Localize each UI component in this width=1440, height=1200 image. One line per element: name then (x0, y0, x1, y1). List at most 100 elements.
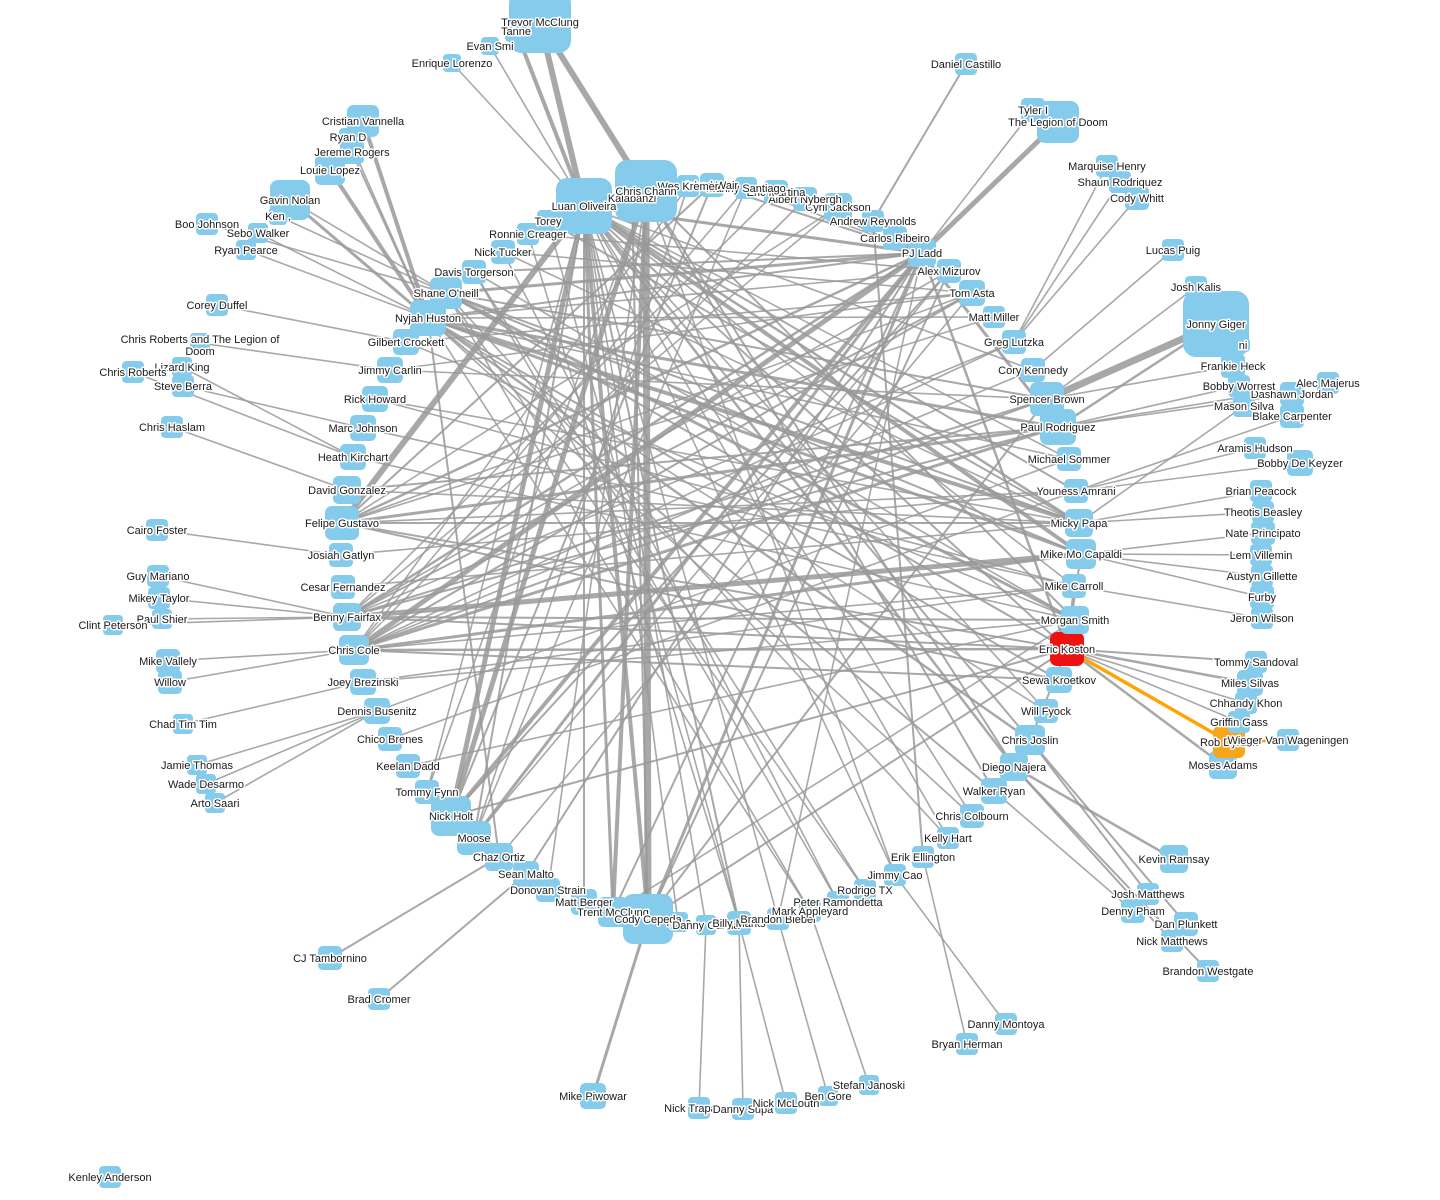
node-miles-silvas[interactable] (1237, 670, 1263, 696)
node-josiah-gatlyn[interactable] (329, 543, 353, 567)
node-wes-kremer[interactable] (677, 175, 699, 197)
node-mike-carroll[interactable] (1062, 574, 1086, 598)
node-bobby-worrest[interactable] (1228, 375, 1250, 397)
node-guy-mariano[interactable] (147, 565, 169, 587)
node-louie-lopez[interactable] (315, 155, 345, 185)
node-matt-miller[interactable] (983, 306, 1005, 328)
node-jimmy-cao[interactable] (884, 864, 906, 886)
node-ishod-wair[interactable] (700, 173, 724, 197)
node-rodrigo-tx[interactable] (854, 879, 876, 901)
node-felipe-gustavo[interactable] (325, 506, 359, 540)
node-lem-villemin[interactable] (1250, 544, 1272, 566)
node-mason-silva[interactable] (1233, 395, 1255, 417)
node-danny-montoya[interactable] (995, 1013, 1017, 1035)
node-manny-santiago[interactable] (735, 177, 757, 199)
node-cody-cepeda[interactable] (623, 894, 673, 944)
node-steve-berra[interactable] (172, 375, 194, 397)
node-paul-rodriguez[interactable] (1040, 409, 1076, 445)
node-ryan-pearce[interactable] (236, 240, 256, 260)
node-austyn-gillette[interactable] (1251, 565, 1273, 587)
node-davis-torgerson[interactable] (462, 260, 486, 284)
node-peter-ramondetta[interactable] (827, 891, 849, 913)
node-daniel-castillo[interactable] (955, 53, 977, 75)
node-walker-ryan[interactable] (981, 778, 1007, 804)
node-boo-johnson[interactable] (196, 213, 218, 235)
node-cj-tambornino[interactable] (318, 946, 342, 970)
node-wieger[interactable] (1277, 729, 1299, 751)
node-dennis-busenitz[interactable] (364, 698, 390, 724)
node-chris-chann[interactable] (615, 160, 677, 222)
node-matt-berger[interactable] (571, 889, 597, 915)
node-brad-cromer[interactable] (368, 988, 390, 1010)
node-torey[interactable] (537, 210, 559, 232)
node-josh-matthews[interactable] (1137, 883, 1159, 905)
node-theotis-beasley[interactable] (1252, 501, 1274, 523)
node-andrew-reynolds[interactable] (862, 210, 884, 232)
node-albert-nybergh[interactable] (793, 187, 817, 211)
node-tom-asta[interactable] (959, 280, 985, 306)
node-rob-dyrdek[interactable] (1213, 726, 1245, 758)
node-frankie-heck[interactable] (1221, 354, 1245, 378)
node-billy-marks[interactable] (727, 911, 751, 935)
node-cesar-fernandez[interactable] (331, 575, 355, 599)
node-willow[interactable] (158, 670, 182, 694)
node-brian-peacock[interactable] (1250, 480, 1272, 502)
node-furby[interactable] (1250, 585, 1274, 609)
node-chris-haslam[interactable] (161, 416, 183, 438)
node-spencer-brown[interactable] (1030, 382, 1064, 416)
node-chris-roberts-legion[interactable] (190, 333, 210, 353)
node-chhandy-khon[interactable] (1235, 692, 1257, 714)
node-diego-najera[interactable] (1000, 753, 1028, 781)
node-cory-kennedy[interactable] (1021, 358, 1045, 382)
node-enrique-lorenzo[interactable] (443, 54, 461, 72)
node-brandon-biebel[interactable] (767, 908, 789, 930)
node-jamie-thomas[interactable] (187, 755, 207, 775)
node-trevor-mcclung[interactable] (509, 0, 571, 53)
node-kenley-anderson[interactable] (99, 1166, 121, 1188)
node-nick-tucker[interactable] (491, 240, 515, 264)
node-jereme-rogers[interactable] (340, 140, 364, 164)
node-lucas-puig[interactable] (1162, 239, 1184, 261)
node-alec-majerus[interactable] (1317, 372, 1339, 394)
node-chris-roberts[interactable] (122, 361, 144, 383)
node-paul-shier[interactable] (152, 609, 172, 629)
node-kevin-ramsay[interactable] (1160, 845, 1188, 873)
node-danny-supa[interactable] (732, 1098, 754, 1120)
node-lizard-king[interactable] (172, 357, 192, 377)
node-marc-johnson[interactable] (350, 415, 376, 441)
node-youness-amrani[interactable] (1064, 479, 1088, 503)
node-chris-joslin[interactable] (1015, 725, 1045, 755)
node-chris-cole[interactable] (339, 635, 369, 665)
node-luan-oliveira[interactable] (556, 178, 612, 234)
node-ben-gore[interactable] (818, 1086, 838, 1106)
node-mark-appleyard[interactable] (799, 900, 821, 922)
node-tommy-sandoval[interactable] (1245, 651, 1267, 673)
node-dan-plunkett[interactable] (1174, 912, 1198, 936)
node-keelan-dadd[interactable] (396, 754, 420, 778)
node-jeron-wilson[interactable] (1251, 607, 1273, 629)
node-trent-mcclung[interactable] (598, 897, 628, 927)
node-jimmy-carlin[interactable] (377, 357, 403, 383)
node-micky-papa[interactable] (1065, 509, 1093, 537)
node-greg-lutzka[interactable] (1002, 330, 1026, 354)
node-nick-mclouth[interactable] (775, 1092, 797, 1114)
node-moose[interactable] (457, 821, 491, 855)
node-stefan-janoski[interactable] (859, 1075, 879, 1095)
node-pj-ladd[interactable] (908, 239, 936, 267)
node-wade-desarmo[interactable] (196, 774, 216, 794)
node-eric-koston[interactable] (1050, 632, 1084, 666)
node-marquise-henry[interactable] (1096, 155, 1118, 177)
node-chaz-ortiz[interactable] (485, 843, 513, 871)
node-clint-peterson[interactable] (103, 615, 123, 635)
node-arto-saari[interactable] (205, 793, 225, 813)
node-aramis-hudson[interactable] (1244, 437, 1266, 459)
node-gavin-nolan[interactable] (270, 180, 310, 220)
node-cyril-jackson[interactable] (824, 193, 852, 221)
node-bryan-herman[interactable] (956, 1033, 978, 1055)
node-cody-whitt[interactable] (1125, 186, 1149, 210)
node-chico-brenes[interactable] (378, 727, 402, 751)
node-eric-martina[interactable] (764, 180, 788, 204)
node-rick-howard[interactable] (362, 386, 388, 412)
node-will-fyock[interactable] (1034, 699, 1058, 723)
node-blake-carpenter[interactable] (1280, 404, 1304, 428)
